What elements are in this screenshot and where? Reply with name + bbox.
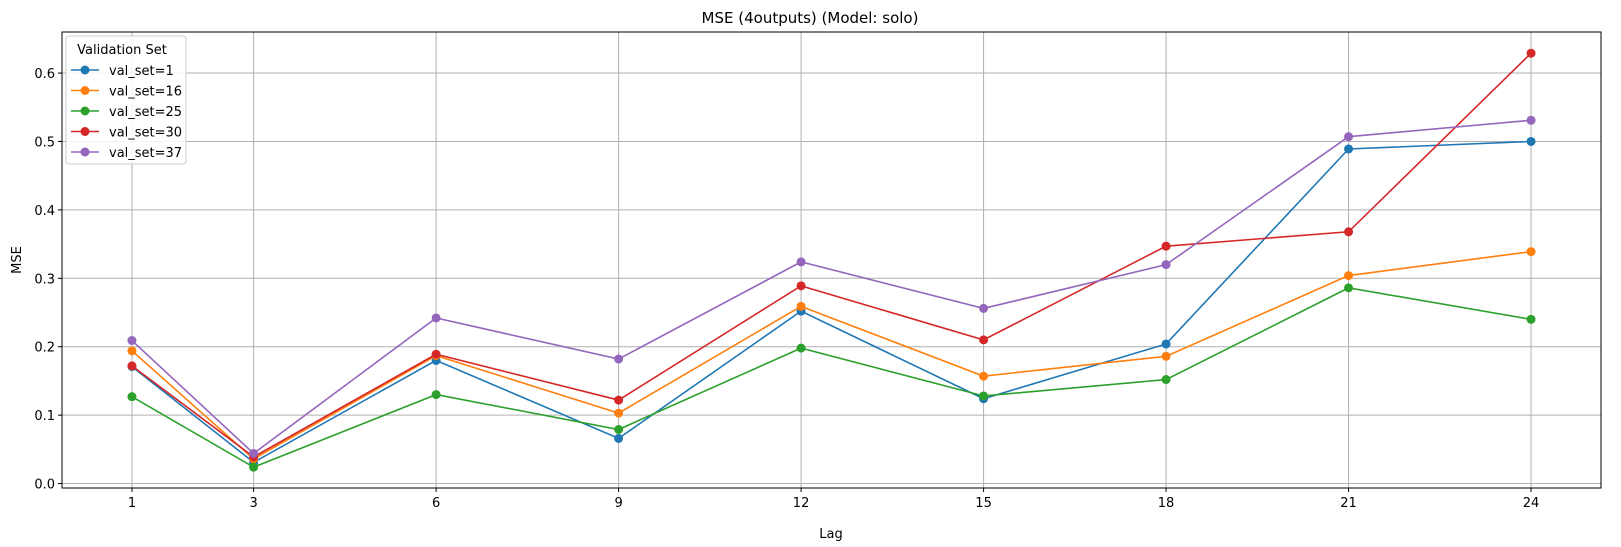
data-point (127, 346, 137, 356)
legend-label: val_set=25 (109, 105, 182, 120)
data-point (1161, 241, 1171, 251)
data-point (1526, 48, 1536, 58)
legend-label: val_set=1 (109, 64, 174, 79)
data-point (796, 281, 806, 291)
data-point (1526, 247, 1536, 257)
data-point (249, 448, 259, 458)
data-point (1526, 314, 1536, 324)
legend-label: val_set=37 (109, 146, 182, 161)
data-point (127, 392, 137, 402)
data-point (614, 433, 624, 443)
ticks: 1 3 6 9 12 15 18 21 24 0.0 0.1 0.2 0.3 0.4 0.5 0.6 (34, 67, 1539, 511)
data-point (614, 408, 624, 418)
x-tick-label: 6 (432, 496, 440, 511)
grid (62, 32, 1601, 488)
data-point (979, 391, 989, 401)
legend-title: Validation Set (77, 43, 167, 58)
data-point (979, 335, 989, 345)
x-tick-label: 9 (614, 496, 622, 511)
legend-label: val_set=30 (109, 126, 182, 141)
legend-item: val_set=25 (71, 105, 182, 120)
data-point (431, 349, 441, 359)
data-point (1344, 144, 1354, 154)
data-point (979, 303, 989, 313)
data-point (614, 425, 624, 435)
x-tick-label: 3 (249, 496, 257, 511)
data-point (614, 395, 624, 405)
series-val_set=25 (127, 283, 1536, 472)
series-layer (127, 48, 1536, 472)
y-tick-label: 0.5 (34, 135, 55, 150)
data-point (614, 354, 624, 364)
y-tick-label: 0.6 (34, 67, 55, 82)
data-point (1526, 115, 1536, 125)
x-tick-label: 18 (1158, 496, 1175, 511)
plot-frame (61, 31, 1602, 489)
legend-marker (80, 147, 90, 157)
data-point (796, 257, 806, 267)
y-tick-label: 0.2 (34, 341, 55, 356)
data-point (127, 361, 137, 371)
legend-marker (80, 106, 90, 116)
data-point (1161, 339, 1171, 349)
legend-item: val_set=16 (71, 85, 182, 100)
data-point (979, 371, 989, 381)
series-line (131, 52, 1532, 458)
data-point (249, 462, 259, 472)
data-point (431, 390, 441, 400)
series-line (131, 287, 1532, 469)
y-axis-label: MSE (10, 246, 25, 274)
y-tick-label: 0.1 (34, 409, 55, 424)
y-tick-label: 0.4 (34, 204, 55, 219)
legend-item: val_set=1 (71, 64, 174, 79)
data-point (1344, 227, 1354, 237)
y-tick-label: 0.3 (34, 272, 55, 287)
series-val_set=30 (127, 48, 1536, 462)
legend-item: val_set=30 (71, 126, 182, 141)
legend-marker (80, 127, 90, 136)
data-point (1161, 375, 1171, 385)
series-val_set=37 (127, 115, 1536, 458)
data-point (1161, 260, 1171, 270)
x-tick-label: 24 (1523, 496, 1540, 511)
data-point (796, 301, 806, 311)
x-tick-label: 12 (793, 496, 810, 511)
y-tick-label: 0.0 (34, 478, 55, 493)
data-point (431, 313, 441, 323)
series-val_set=1 (127, 136, 1536, 467)
legend-label: val_set=16 (109, 85, 182, 100)
data-point (127, 336, 137, 346)
data-point (1344, 271, 1354, 281)
data-point (1526, 136, 1536, 146)
legend-item: val_set=37 (71, 146, 182, 161)
x-axis-label: Lag (819, 527, 842, 542)
legend-marker (80, 65, 90, 75)
data-point (1161, 351, 1171, 361)
data-point (1344, 132, 1354, 142)
x-tick-label: 1 (128, 496, 136, 511)
data-point (796, 343, 806, 353)
x-tick-label: 15 (975, 496, 992, 511)
x-tick-label: 21 (1340, 496, 1357, 511)
chart-title: MSE (4outputs) (Model: solo) (702, 9, 919, 27)
legend-marker (80, 86, 90, 95)
data-point (1344, 283, 1354, 293)
legend: Validation Set val_set=1 val_set=16 val_se… (65, 35, 187, 165)
